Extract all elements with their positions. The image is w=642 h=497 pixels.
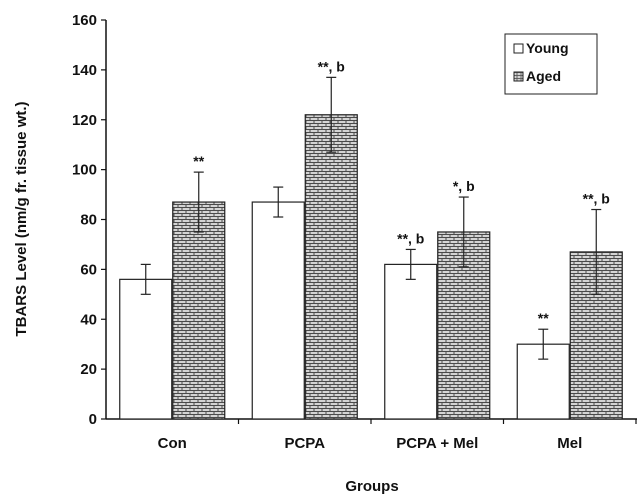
y-tick-label: 160 bbox=[72, 12, 97, 29]
y-tick-label: 120 bbox=[72, 112, 97, 129]
significance-label: ** bbox=[538, 310, 549, 326]
x-tick-label: PCPA + Mel bbox=[396, 435, 478, 452]
y-tick-label: 80 bbox=[80, 212, 97, 229]
y-tick-label: 60 bbox=[80, 261, 97, 278]
y-tick-label: 0 bbox=[89, 411, 97, 428]
bar-young bbox=[119, 278, 173, 420]
significance-label: **, b bbox=[318, 58, 345, 74]
y-tick-label: 140 bbox=[72, 62, 97, 79]
significance-label: **, b bbox=[583, 191, 610, 207]
significance-label: **, b bbox=[397, 230, 424, 246]
y-tick-label: 40 bbox=[80, 311, 97, 328]
x-tick-label: Con bbox=[158, 435, 187, 452]
x-tick-label: PCPA bbox=[284, 435, 325, 452]
bar-young bbox=[251, 201, 305, 420]
bar-young bbox=[384, 263, 438, 420]
y-tick-label: 100 bbox=[72, 162, 97, 179]
significance-label: ** bbox=[193, 153, 204, 169]
y-tick-label: 20 bbox=[80, 361, 97, 378]
bar-aged bbox=[172, 201, 226, 420]
bar-aged bbox=[304, 114, 358, 420]
plot-area: 0 20 40 60 80 100 120 140 160 Con PCPA PCPA + Mel Me… bbox=[72, 12, 637, 452]
y-axis-title: TBARS Level (nm/g fr. tissue wt.) bbox=[13, 101, 30, 336]
legend-swatch-young bbox=[513, 43, 524, 54]
legend-label-aged: Aged bbox=[526, 68, 561, 84]
legend-swatch-aged bbox=[513, 71, 524, 82]
x-axis-title: Groups bbox=[345, 478, 398, 495]
x-tick-label: Mel bbox=[557, 435, 582, 452]
legend: Young Aged bbox=[504, 33, 598, 95]
legend-label-young: Young bbox=[526, 40, 569, 56]
significance-label: *, b bbox=[453, 178, 475, 194]
